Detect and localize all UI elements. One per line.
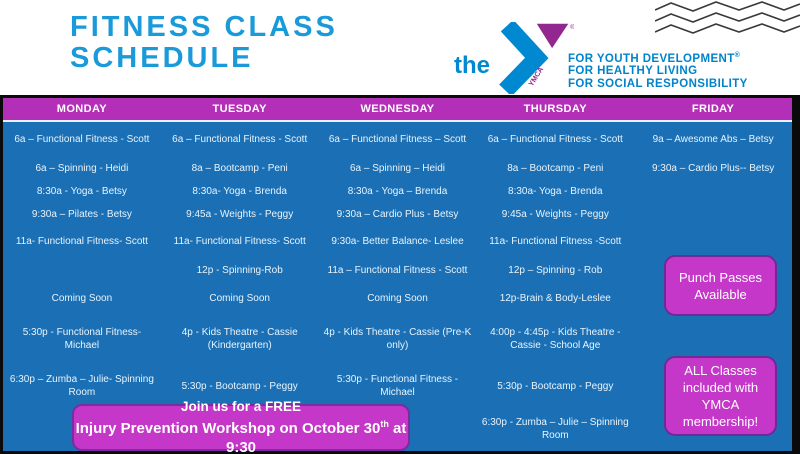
- schedule-cell: [3, 257, 161, 283]
- ymca-y-logo-icon: ® YMCA: [499, 22, 574, 94]
- schedule-cell: 4p - Kids Theatre - Cassie (Kindergarten…: [181, 327, 298, 351]
- page-title-line1: FITNESS CLASS: [70, 11, 338, 43]
- schedule-cell: 8:30a- Yoga - Brenda: [508, 186, 603, 197]
- tagline-youth: FOR YOUTH DEVELOPMENT®: [568, 52, 741, 65]
- ymca-logo-the: the: [454, 52, 490, 79]
- day-header-row: MONDAY TUESDAY WEDNESDAY THURSDAY FRIDAY: [3, 98, 792, 122]
- day-header-2: TUESDAY: [212, 103, 267, 115]
- schedule-cell: 6a – Spinning - Heidi: [35, 162, 129, 174]
- schedule-cell: 8:30a - Yoga - Betsy: [36, 186, 127, 197]
- schedule-cell: 9:30a – Cardio Plus-- Betsy: [651, 162, 775, 174]
- schedule-cell: Coming Soon: [51, 292, 113, 304]
- schedule-cell: 6a – Functional Fitness – Scott: [328, 133, 467, 145]
- schedule-cell: 9:45a - Weights - Peggy: [186, 209, 294, 220]
- day-header-1: MONDAY: [56, 103, 108, 115]
- schedule-cell: 9:30a – Pilates - Betsy: [31, 209, 132, 220]
- ymca-taglines: FOR YOUTH DEVELOPMENT® FOR HEALTHY LIVIN…: [568, 50, 748, 90]
- schedule-cell: 6:30p – Zumba – Julie- Spinning Room: [9, 374, 154, 398]
- schedule-cell: 5:30p - Bootcamp - Peggy: [497, 380, 614, 392]
- schedule-cell: 11a- Functional Fitness- Scott: [15, 236, 148, 247]
- day-header-5: FRIDAY: [691, 103, 735, 115]
- schedule-cell: 9a – Awesome Abs – Betsy: [652, 133, 774, 145]
- page-title-line2: SCHEDULE: [70, 42, 254, 74]
- schedule-cell: 6a – Functional Fitness - Scott: [172, 133, 308, 145]
- ordinal-suffix: th: [380, 419, 389, 429]
- schedule-cell: 11a- Functional Fitness- Scott: [173, 236, 306, 247]
- tagline-social: FOR SOCIAL RESPONSIBILITY: [568, 77, 748, 90]
- schedule-cell: [634, 180, 792, 203]
- workshop-banner: Join us for a FREE Injury Prevention Wor…: [72, 399, 410, 454]
- registered-mark: ®: [734, 52, 741, 59]
- page-title: FITNESS CLASS SCHEDULE: [70, 12, 338, 74]
- schedule-cell: 12p – Spinning - Rob: [508, 264, 603, 276]
- membership-callout: ALL Classes included with YMCA membershi…: [664, 356, 777, 436]
- schedule-cell: 6a – Functional Fitness - Scott: [487, 133, 623, 145]
- schedule-cell: 5:30p - Functional Fitness - Michael: [336, 374, 459, 398]
- tagline-healthy: FOR HEALTHY LIVING: [568, 65, 698, 78]
- schedule-cell: 8:30a- Yoga - Brenda: [192, 186, 287, 197]
- punch-passes-callout: Punch Passes Available: [664, 255, 777, 316]
- schedule-cell: Coming Soon: [367, 292, 428, 304]
- schedule-cell: 6:30p - Zumba – Julie – Spinning Room: [481, 417, 629, 441]
- schedule-cell: [634, 203, 792, 226]
- schedule-cell: 5:30p - Bootcamp - Peggy: [181, 380, 298, 392]
- banner-line1: Join us for a FREE: [180, 399, 302, 414]
- schedule-cell: 6a – Spinning – Heidi: [349, 162, 446, 174]
- schedule-cell: 9:45a - Weights - Peggy: [501, 209, 609, 220]
- schedule-cell: 12p - Spinning-Rob: [196, 264, 283, 276]
- schedule-cell: 12p-Brain & Body-Leslee: [499, 292, 611, 304]
- schedule-cell: 11a – Functional Fitness - Scott: [327, 264, 468, 276]
- schedule-body: 6a – Functional Fitness - Scott 6a – Func…: [3, 122, 792, 451]
- day-header-4: THURSDAY: [523, 103, 587, 115]
- schedule-cell: 11a- Functional Fitness -Scott: [489, 236, 622, 247]
- banner-line2: Injury Prevention Workshop on October 30…: [75, 419, 407, 454]
- schedule-cell: 9:30a- Better Balance- Leslee: [331, 236, 464, 247]
- day-header-3: WEDNESDAY: [360, 103, 435, 115]
- schedule-cell: 6a – Functional Fitness - Scott: [14, 133, 150, 145]
- ymca-logo-registered: ®: [570, 23, 574, 31]
- schedule-cell: 8:30a - Yoga – Brenda: [347, 186, 448, 197]
- ymca-logo: the ® YMCA FOR YOUTH DEVELOPMENT® FOR HE…: [452, 22, 762, 94]
- schedule-cell: 8a – Bootcamp - Peni: [191, 162, 288, 174]
- schedule-cell: 4:00p - 4:45p - Kids Theatre - Cassie - …: [490, 327, 621, 351]
- schedule-cell: [634, 226, 792, 257]
- schedule-cell: 9:30a – Cardio Plus - Betsy: [336, 209, 459, 220]
- schedule-cell: 5:30p - Functional Fitness- Michael: [22, 327, 142, 351]
- schedule-cell: 8a – Bootcamp - Peni: [507, 162, 604, 174]
- schedule-cell: Coming Soon: [209, 292, 270, 304]
- schedule-cell: 4p - Kids Theatre - Cassie (Pre-K only): [323, 327, 472, 351]
- zigzag-decoration-icon: [655, 1, 800, 34]
